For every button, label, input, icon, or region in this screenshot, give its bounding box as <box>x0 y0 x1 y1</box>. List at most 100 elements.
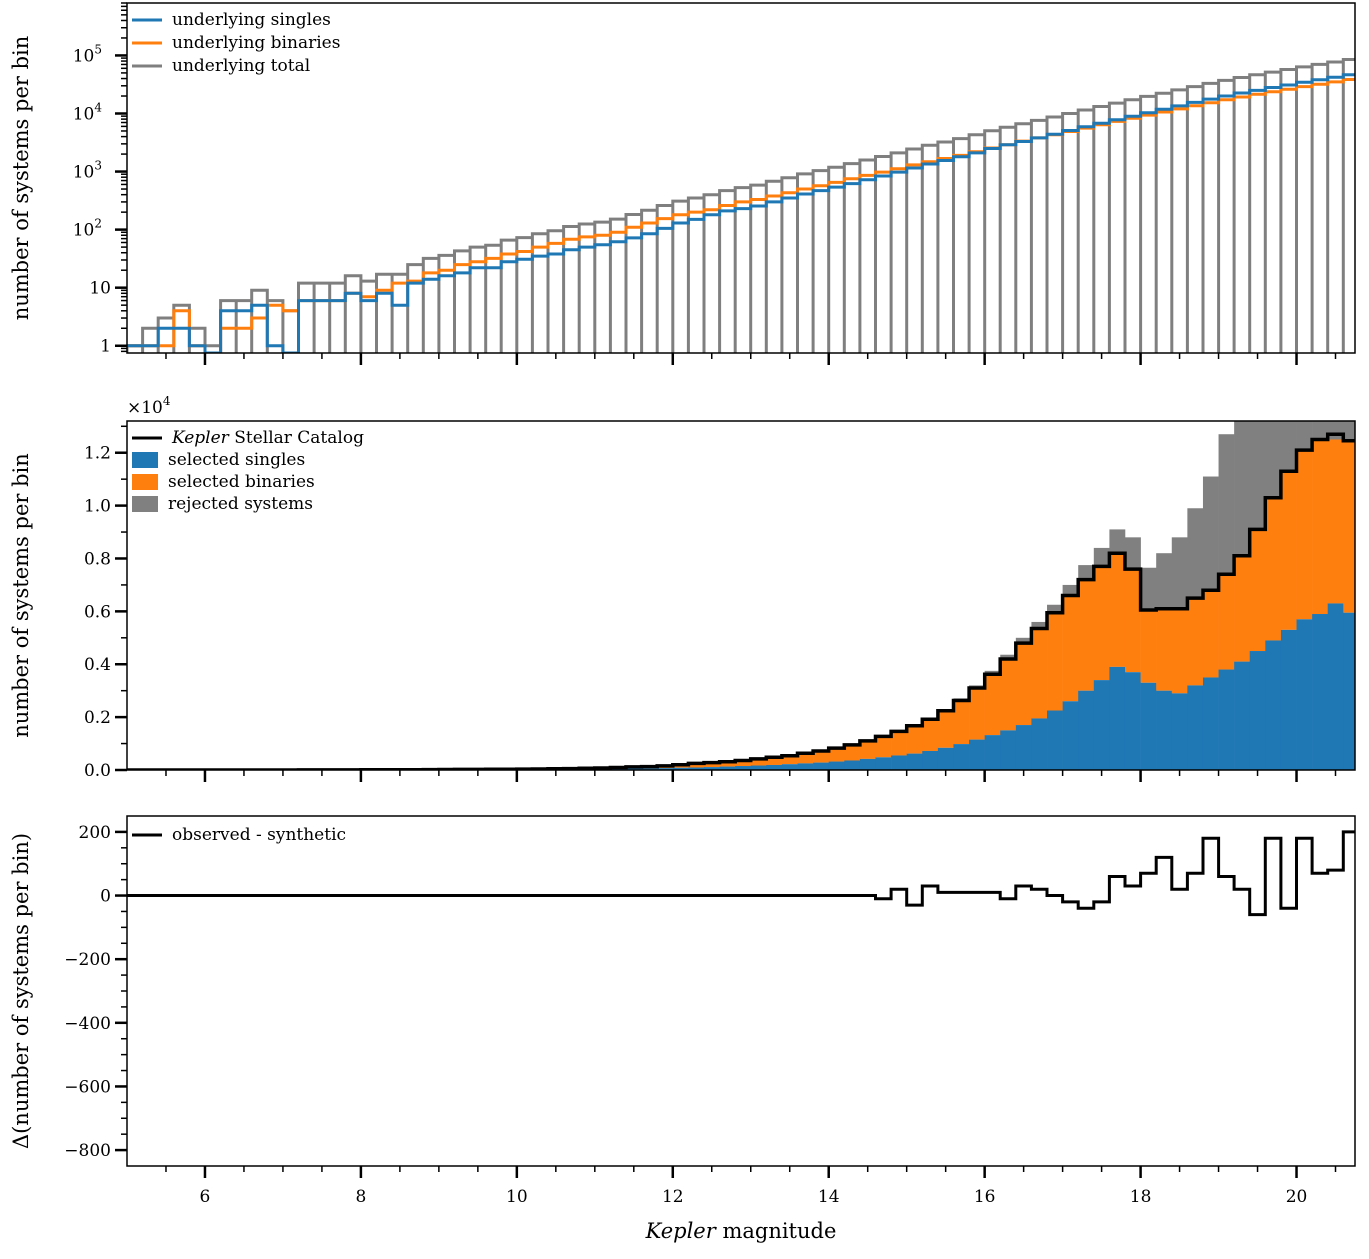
bar-binaries <box>1297 450 1313 619</box>
bar-singles <box>953 744 969 770</box>
bar-binaries <box>985 674 1001 735</box>
bar-binaries <box>891 731 907 755</box>
bar-singles <box>1343 613 1359 770</box>
legend-entry-swatch <box>132 496 158 512</box>
bar-rejected <box>1094 548 1110 567</box>
y-axis-label: Δ(number of systems per bin) <box>9 833 33 1149</box>
top-legend: underlying singles underlying binaries und… <box>132 10 340 76</box>
y-axis-label: number of systems per bin <box>9 453 33 738</box>
bar-singles <box>1172 693 1188 770</box>
bar-rejected <box>1125 537 1141 569</box>
x-tick-label: 16 <box>974 1187 996 1207</box>
bar-singles <box>1312 614 1328 770</box>
bar-singles <box>907 754 923 770</box>
y-tick-label: 105 <box>73 42 102 66</box>
bar-binaries <box>860 741 876 759</box>
bottom-plot-area <box>127 832 1369 1153</box>
bar-binaries <box>1219 574 1235 669</box>
bar-singles <box>798 763 814 770</box>
bar-singles <box>891 755 907 770</box>
bar-singles <box>1109 667 1125 770</box>
bar-rejected <box>1172 537 1188 608</box>
bar-rejected <box>1141 568 1157 612</box>
bar-binaries <box>1156 609 1172 691</box>
bar-singles <box>1328 603 1344 770</box>
legend-entry-label: underlying total <box>172 56 310 76</box>
bar-binaries <box>1343 441 1359 613</box>
bar-binaries <box>1265 498 1281 641</box>
bar-binaries <box>844 745 860 761</box>
y-tick-label: −200 <box>64 950 111 970</box>
bar-rejected <box>1203 477 1219 591</box>
legend-entry-label: underlying singles <box>172 10 331 30</box>
bar-rejected <box>1281 175 1297 471</box>
bar-rejected <box>1297 93 1313 450</box>
bar-binaries <box>907 726 923 754</box>
bar-binaries <box>1094 566 1110 680</box>
bar-rejected <box>1312 30 1328 440</box>
bar-singles <box>985 735 1001 770</box>
y-tick-label: 0 <box>100 887 111 907</box>
bar-binaries <box>1016 643 1032 725</box>
y-tick-label: 103 <box>73 159 102 183</box>
legend-entry-label: rejected systems <box>168 494 313 514</box>
y-tick-base: 10 <box>73 163 95 183</box>
y-tick-base: 10 <box>73 221 95 241</box>
bar-rejected <box>1187 508 1203 598</box>
top-plot-area <box>127 19 1369 358</box>
y-tick-label: 102 <box>73 217 102 241</box>
bar-singles <box>1265 640 1281 770</box>
bar-singles <box>1063 701 1079 770</box>
x-tick-label: 20 <box>1286 1187 1308 1207</box>
bar-binaries <box>1047 613 1063 711</box>
bar-rejected <box>1234 389 1250 556</box>
bar-singles <box>1094 680 1110 770</box>
bar-rejected <box>1328 0 1344 440</box>
bar-singles <box>1047 711 1063 770</box>
y-tick-label: 0.6 <box>84 602 111 622</box>
y-tick-base: 1 <box>100 337 111 357</box>
bar-singles <box>1234 662 1250 770</box>
legend-entry-swatch <box>132 474 158 490</box>
bar-singles <box>1156 691 1172 770</box>
residual-step-line <box>127 832 1369 1153</box>
x-axis-label-rest: magnitude <box>716 1219 837 1243</box>
y-tick-label: −400 <box>64 1014 111 1034</box>
bar-singles <box>1203 677 1219 770</box>
y-tick-exponent: 5 <box>94 42 102 56</box>
offset-exponent: 4 <box>163 394 171 408</box>
bar-binaries <box>1063 596 1079 702</box>
bar-binaries <box>1250 529 1266 651</box>
bar-binaries <box>829 748 845 761</box>
legend-catalog-label: Kepler Stellar Catalog <box>171 428 364 448</box>
bar-binaries <box>953 700 969 744</box>
y-tick-label: 0.2 <box>84 708 111 728</box>
bar-singles <box>1187 685 1203 770</box>
bar-rejected <box>1250 331 1266 529</box>
bar-binaries <box>1328 440 1344 604</box>
x-tick-label: 14 <box>818 1187 840 1207</box>
bar-binaries <box>1078 580 1094 691</box>
bar-singles <box>813 763 829 770</box>
y-tick-label: 1 <box>100 337 111 357</box>
bar-binaries <box>1109 553 1125 667</box>
y-tick-label: 0.4 <box>84 655 111 675</box>
bar-singles <box>1078 691 1094 770</box>
bar-rejected <box>1359 0 1369 471</box>
bar-singles <box>844 760 860 770</box>
bottom-legend: observed - synthetic <box>132 825 346 845</box>
offset-text: ×104 <box>127 394 171 418</box>
y-axis-label: number of systems per bin <box>9 36 33 321</box>
legend-entry-label: underlying binaries <box>172 33 340 53</box>
x-tick-label: 18 <box>1130 1187 1152 1207</box>
bar-binaries <box>1031 629 1047 719</box>
y-tick-label: 1.2 <box>84 444 111 464</box>
offset-base: ×10 <box>127 398 163 418</box>
bar-rejected <box>1265 254 1281 497</box>
middle-plot-area <box>127 0 1369 770</box>
legend-catalog-rest: Stellar Catalog <box>229 428 364 448</box>
bar-singles <box>1359 635 1369 770</box>
bar-singles <box>1141 683 1157 770</box>
